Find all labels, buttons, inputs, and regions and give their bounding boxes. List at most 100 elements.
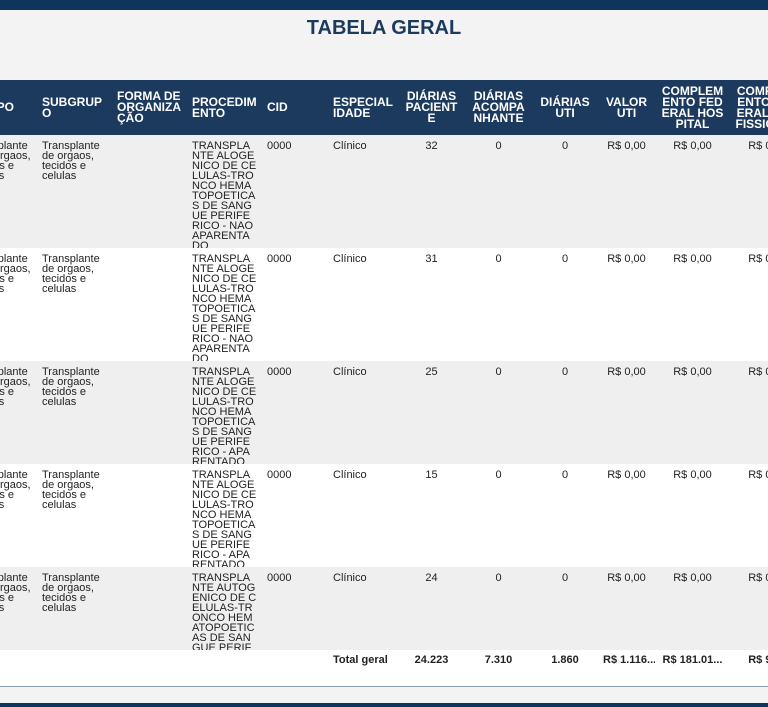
table-cell [112, 567, 187, 650]
cell-content: R$ 0,00 [607, 254, 646, 265]
cell-content: 15 [425, 470, 438, 481]
table-cell: 0000 [262, 567, 328, 650]
cell-content [117, 254, 182, 361]
table-cell: TRANSPLANTE ALOGENICO DE CELULAS-TRONCO … [187, 464, 262, 567]
cell-content: Transplante de orgaos, tecidos e celulas [42, 367, 100, 408]
table-cell: R$ 0,00 [655, 361, 730, 464]
cell-content: R$ 0,00 [748, 367, 768, 378]
cell-content: 25 [425, 367, 438, 378]
column-header: VALOR UTI [598, 80, 655, 135]
header-row: GRUPOSUBGRUPOFORMA DE ORGANIZAÇÃOPROCEDI… [0, 80, 768, 135]
cell-content: Clínico [333, 141, 367, 152]
table-cell [112, 248, 187, 361]
cell-content: Transplante de orgaos, tecidos e celulas [42, 470, 100, 511]
table-cell: Transplante de orgaos, tecidos e celulas [37, 135, 112, 248]
cell-content: 0000 [267, 254, 292, 265]
table-cell: 0 [532, 567, 598, 650]
cell-content: TRANSPLANTE ALOGENICO DE CELULAS-TRONCO … [192, 367, 257, 464]
table-cell: Transplante de orgaos, tecidos e celulas [37, 248, 112, 361]
cell-content: 0 [495, 367, 502, 378]
table-cell: 0000 [262, 361, 328, 464]
cell-content: TRANSPLANTE ALOGENICO DE CELULAS-TRONCO … [192, 254, 257, 361]
cell-content [117, 367, 182, 464]
table-cell: Transplantes de orgaos, tecidos e celula… [0, 464, 37, 567]
table-cell: R$ 0,00 [730, 361, 768, 464]
total-label: Total geral [328, 650, 398, 670]
total-value: R$ 98.3 [730, 650, 768, 670]
table-cell: Transplante de orgaos, tecidos e celulas [37, 361, 112, 464]
table-cell: 0 [465, 361, 532, 464]
table-cell: R$ 0,00 [598, 248, 655, 361]
total-value: 7.310 [465, 650, 532, 670]
cell-content: Clínico [333, 573, 367, 584]
cell-content: 0000 [267, 470, 292, 481]
table-cell: R$ 0,00 [730, 464, 768, 567]
cell-content: 0 [495, 254, 502, 265]
cell-content: 0 [561, 141, 569, 152]
cell-content: 31 [425, 254, 438, 265]
table-row: Transplantes de orgaos, tecidos e celula… [0, 248, 768, 361]
cell-content: R$ 0,00 [748, 470, 768, 481]
table-cell: R$ 0,00 [730, 135, 768, 248]
total-row: Total geral 24.223 7.310 1.860 R$ 1.116.... R… [0, 650, 768, 670]
table-cell: 0000 [262, 135, 328, 248]
total-value: 1.860 [532, 650, 598, 670]
column-header: FORMA DE ORGANIZAÇÃO [112, 80, 187, 135]
cell-content: 0 [495, 573, 502, 584]
cell-content: TRANSPLANTE ALOGENICO DE CELULAS-TRONCO … [192, 141, 257, 248]
cell-content: Clínico [333, 367, 367, 378]
table-cell: 32 [398, 135, 465, 248]
total-value: R$ 181.01... [655, 650, 730, 670]
table-cell: 0000 [262, 464, 328, 567]
table-cell: TRANSPLANTE AUTOGENICO DE CELULAS-TRONCO… [187, 567, 262, 650]
table-cell: TRANSPLANTE ALOGENICO DE CELULAS-TRONCO … [187, 248, 262, 361]
cell-content: 0 [561, 254, 569, 265]
cell-content: Clínico [333, 254, 367, 265]
table-cell: 24 [398, 567, 465, 650]
column-header: DIÁRIAS UTI [532, 80, 598, 135]
table-cell: Clínico [328, 567, 398, 650]
table-row: Transplantes de orgaos, tecidos e celula… [0, 567, 768, 650]
table-cell: 31 [398, 248, 465, 361]
column-header: DIÁRIAS PACIENTE [398, 80, 465, 135]
data-table: GRUPOSUBGRUPOFORMA DE ORGANIZAÇÃOPROCEDI… [0, 80, 768, 670]
cell-content: R$ 0,00 [607, 470, 646, 481]
table-cell: Transplantes de orgaos, tecidos e celula… [0, 567, 37, 650]
cell-content: 0000 [267, 367, 292, 378]
table-cell: 0000 [262, 248, 328, 361]
column-header: DIÁRIAS ACOMPANHANTE [465, 80, 532, 135]
cell-content: 0000 [267, 573, 292, 584]
column-header: PROCEDIMENTO [187, 80, 262, 135]
total-value: R$ 1.116.... [598, 650, 655, 670]
cell-content: 0 [495, 470, 502, 481]
cell-content: Transplante de orgaos, tecidos e celulas [42, 573, 100, 614]
page-title: TABELA GERAL [306, 17, 462, 39]
table-body: Transplantes de orgaos, tecidos e celula… [0, 135, 768, 670]
table-cell [112, 464, 187, 567]
cell-content: 0 [495, 141, 502, 152]
table-cell: 0 [465, 464, 532, 567]
table-cell: Transplantes de orgaos, tecidos e celula… [0, 361, 37, 464]
cell-content: R$ 0,00 [607, 141, 646, 152]
table-cell: R$ 0,00 [655, 464, 730, 567]
table-cell: 25 [398, 361, 465, 464]
cell-content [117, 573, 182, 650]
table-cell: Transplante de orgaos, tecidos e celulas [37, 464, 112, 567]
top-bar [0, 0, 768, 10]
column-header: COMPLEMENTO FEDERAL PROFISSIONAL [730, 80, 768, 135]
table-cell: 0 [532, 248, 598, 361]
table-cell: R$ 0,00 [655, 248, 730, 361]
cell-content: R$ 0,00 [673, 573, 712, 584]
table-cell: 0 [532, 361, 598, 464]
cell-content [117, 470, 182, 567]
column-header: SUBGRUPO [37, 80, 112, 135]
column-header: ESPECIALIDADE [328, 80, 398, 135]
table-cell: 0 [465, 567, 532, 650]
cell-content: 0000 [267, 141, 292, 152]
table-cell: R$ 0,00 [655, 567, 730, 650]
cell-content: Transplantes de orgaos, tecidos e celula… [0, 141, 31, 182]
table-row: Transplantes de orgaos, tecidos e celula… [0, 464, 768, 567]
cell-content: R$ 0,00 [673, 254, 712, 265]
table-cell: Clínico [328, 464, 398, 567]
